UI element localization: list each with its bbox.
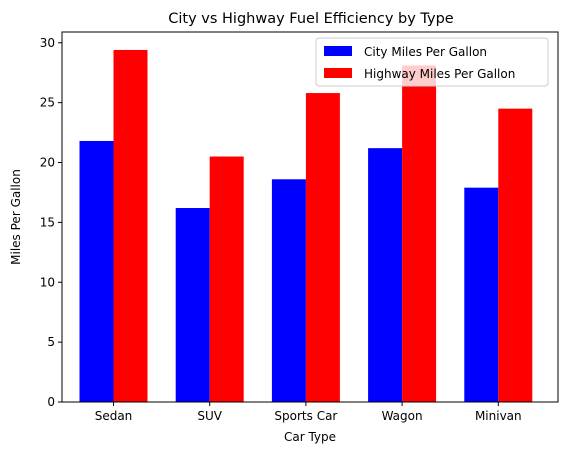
y-tick-label: 25 xyxy=(40,96,55,110)
bar-highway-wagon xyxy=(402,65,437,402)
y-tick-label: 10 xyxy=(40,275,55,289)
x-tick-label: Sports Car xyxy=(274,409,337,423)
bar-highway-minivan xyxy=(498,108,533,402)
bar-city-minivan xyxy=(464,187,499,402)
y-tick-label: 15 xyxy=(40,215,55,229)
y-tick-label: 30 xyxy=(40,36,55,50)
bar-highway-sedan xyxy=(113,49,148,402)
legend-label: Highway Miles Per Gallon xyxy=(364,67,515,81)
bar-city-wagon xyxy=(368,148,403,402)
bars-group xyxy=(79,49,533,402)
y-tick-label: 0 xyxy=(47,395,55,409)
y-tick-label: 20 xyxy=(40,156,55,170)
y-axis-ticks: 0 5 10 15 20 25 30 xyxy=(40,36,62,409)
bar-highway-suv xyxy=(209,156,244,402)
bar-city-suv xyxy=(175,208,210,402)
x-axis-ticks: Sedan SUV Sports Car Wagon Minivan xyxy=(95,402,522,423)
legend: City Miles Per Gallon Highway Miles Per G… xyxy=(315,37,549,87)
y-axis-label: Miles Per Gallon xyxy=(9,169,23,265)
legend-swatch xyxy=(324,68,352,78)
chart-title: City vs Highway Fuel Efficiency by Type xyxy=(168,11,454,27)
x-tick-label: Sedan xyxy=(95,409,133,423)
bar-highway-sports-car xyxy=(305,93,340,402)
legend-label: City Miles Per Gallon xyxy=(364,45,487,59)
legend-box xyxy=(315,37,549,87)
legend-swatch xyxy=(324,46,352,56)
plot-frame xyxy=(61,31,559,403)
x-axis-label: Car Type xyxy=(284,430,336,444)
bar-city-sedan xyxy=(79,140,114,402)
x-tick-label: SUV xyxy=(197,409,222,423)
x-tick-label: Wagon xyxy=(382,409,423,423)
bar-city-sports-car xyxy=(271,179,306,402)
x-tick-label: Minivan xyxy=(475,409,522,423)
y-tick-label: 5 xyxy=(47,335,55,349)
